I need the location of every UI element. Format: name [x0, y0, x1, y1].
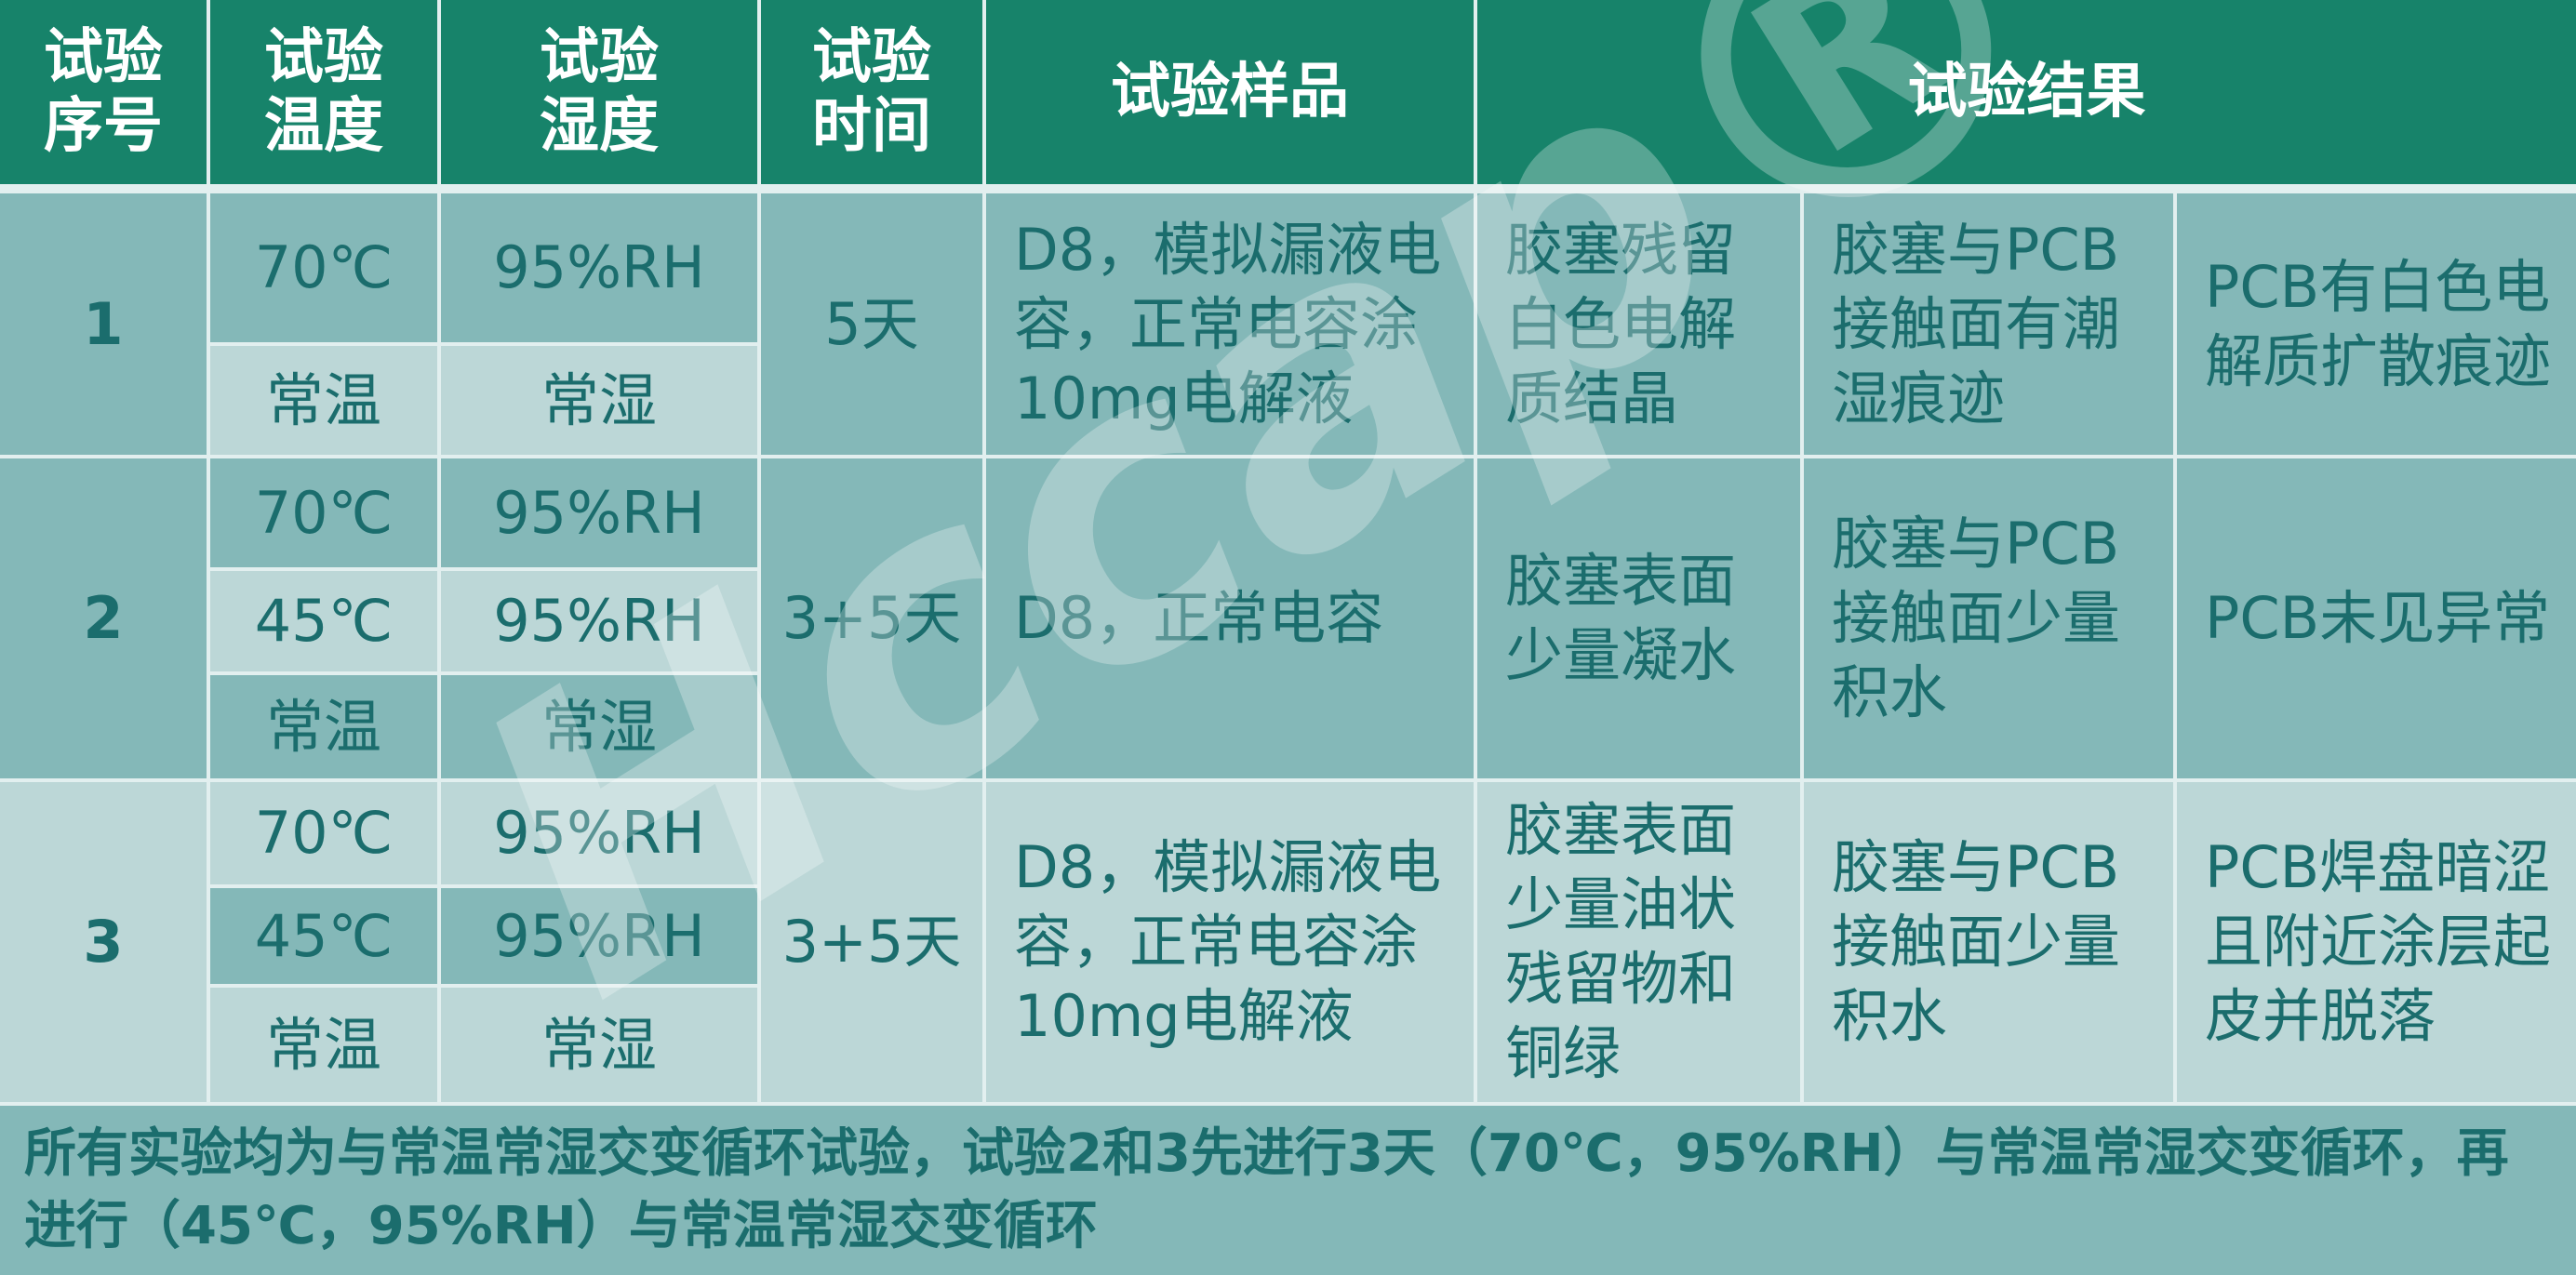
row-1-humidity-2: 常湿 [441, 346, 757, 455]
row-2-humidity-3: 常湿 [441, 675, 757, 778]
row-3-result-1: 胶塞表面少量油状残留物和铜绿 [1477, 782, 1800, 1102]
row-1-humidity-1: 95%RH [441, 193, 757, 342]
row-2-duration: 3+5天 [761, 458, 982, 778]
row-3-temp-1: 70℃ [210, 782, 437, 884]
row-2-temp-1: 70℃ [210, 458, 437, 567]
row-2-number: 2 [0, 458, 207, 778]
row-2-result-1: 胶塞表面少量凝水 [1477, 458, 1800, 778]
row-1-temp-2: 常温 [210, 346, 437, 455]
header-duration: 试验 时间 [761, 0, 982, 184]
row-3-temp-3: 常温 [210, 988, 437, 1102]
row-1-sample: D8，模拟漏液电容，正常电容涂10mg电解液 [986, 193, 1474, 455]
row-3-humidity-1: 95%RH [441, 782, 757, 884]
row-2-temp-3: 常温 [210, 675, 437, 778]
row-3-number: 3 [0, 782, 207, 1102]
row-1-number: 1 [0, 193, 207, 455]
row-3-sample: D8，模拟漏液电容，正常电容涂10mg电解液 [986, 782, 1474, 1102]
row-2-humidity-1: 95%RH [441, 458, 757, 567]
header-result: 试验结果 [1477, 0, 2576, 184]
row-2-temp-2: 45℃ [210, 571, 437, 671]
row-1-result-2: 胶塞与PCB接触面有潮湿痕迹 [1804, 193, 2173, 455]
row-1-duration: 5天 [761, 193, 982, 455]
row-2-result-3: PCB未见异常 [2177, 458, 2576, 778]
row-3-humidity-2: 95%RH [441, 888, 757, 984]
row-1-temp-1: 70℃ [210, 193, 437, 342]
row-3-temp-2: 45℃ [210, 888, 437, 984]
row-2-sample: D8，正常电容 [986, 458, 1474, 778]
footer-note: 所有实验均为与常温常湿交变循环试验，试验2和3先进行3天（70℃，95%RH）与… [0, 1106, 2576, 1275]
header-humidity: 试验 湿度 [441, 0, 757, 184]
row-1-result-1: 胶塞残留白色电解质结晶 [1477, 193, 1800, 455]
row-3-duration: 3+5天 [761, 782, 982, 1102]
row-1-result-3: PCB有白色电解质扩散痕迹 [2177, 193, 2576, 455]
row-3-result-2: 胶塞与PCB接触面少量积水 [1804, 782, 2173, 1102]
row-3-humidity-3: 常湿 [441, 988, 757, 1102]
row-2-result-2: 胶塞与PCB接触面少量积水 [1804, 458, 2173, 778]
header-temperature: 试验 温度 [210, 0, 437, 184]
header-sample: 试验样品 [986, 0, 1474, 184]
row-3-result-3: PCB焊盘暗涩且附近涂层起皮并脱落 [2177, 782, 2576, 1102]
header-test-number: 试验 序号 [0, 0, 207, 184]
row-2-humidity-2: 95%RH [441, 571, 757, 671]
